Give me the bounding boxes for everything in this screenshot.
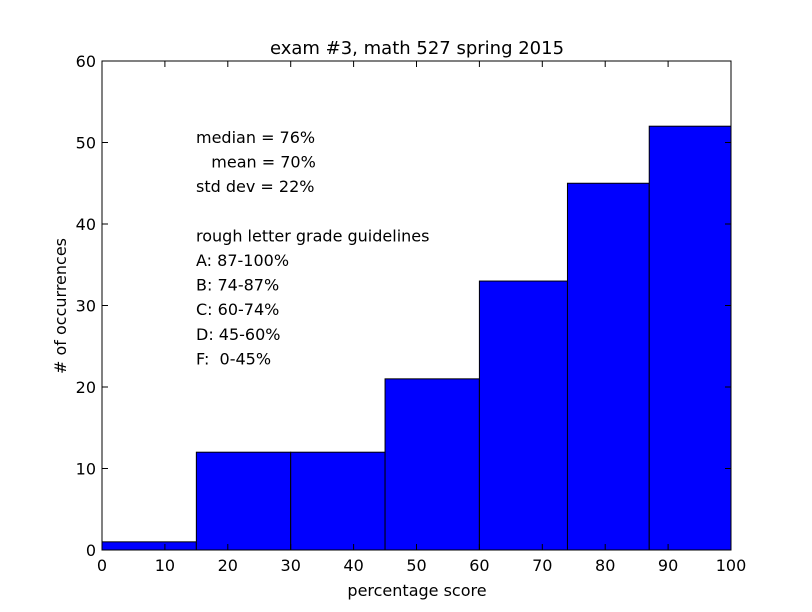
- x-axis-label: percentage score: [347, 581, 486, 600]
- annotation-line: median = 76%: [196, 128, 315, 147]
- annotation-line: A: 87-100%: [196, 251, 289, 270]
- annotation-line: C: 60-74%: [196, 300, 279, 319]
- annotation-line: F: 0-45%: [196, 349, 271, 368]
- annotation-line: mean = 70%: [196, 153, 316, 172]
- annotation-line: rough letter grade guidelines: [196, 226, 429, 245]
- x-tick-label: 10: [155, 556, 175, 575]
- x-tick-label: 0: [97, 556, 107, 575]
- histogram-bar-7: [648, 125, 732, 551]
- y-tick-label: 0: [86, 541, 96, 560]
- bars-group: [101, 125, 732, 551]
- x-axis: 0 10 20 30 40 50 60 70 80 90 100: [97, 61, 746, 575]
- y-tick-label: 20: [76, 378, 96, 397]
- y-axis: 0 10 20 30 40 50 60: [76, 52, 731, 560]
- x-tick-label: 40: [343, 556, 363, 575]
- histogram-bar-6: [566, 182, 650, 551]
- x-tick-label: 60: [469, 556, 489, 575]
- stats-annotation: median = 76% mean = 70% std dev = 22% roug…: [196, 128, 429, 368]
- chart-title: exam #3, math 527 spring 2015: [270, 38, 564, 59]
- x-tick-label: 70: [532, 556, 552, 575]
- y-tick-label: 60: [76, 52, 96, 71]
- annotation-line: std dev = 22%: [196, 177, 314, 196]
- histogram-bar-4: [384, 378, 480, 551]
- x-tick-label: 30: [281, 556, 301, 575]
- histogram-bar-3: [290, 451, 386, 551]
- histogram-bar-1: [101, 541, 197, 551]
- annotation-line: D: 45-60%: [196, 325, 281, 344]
- annotation-line: B: 74-87%: [196, 276, 279, 295]
- x-tick-label: 80: [595, 556, 615, 575]
- x-tick-label: 50: [406, 556, 426, 575]
- x-tick-label: 20: [218, 556, 238, 575]
- y-tick-label: 40: [76, 215, 96, 234]
- histogram-bar-2: [195, 451, 292, 551]
- y-axis-label: # of occurrences: [51, 238, 70, 374]
- y-tick-label: 50: [76, 134, 96, 153]
- y-tick-label: 10: [76, 460, 96, 479]
- x-tick-label: 100: [716, 556, 747, 575]
- histogram-bar-5: [478, 280, 568, 551]
- x-tick-label: 90: [658, 556, 678, 575]
- y-tick-label: 30: [76, 297, 96, 316]
